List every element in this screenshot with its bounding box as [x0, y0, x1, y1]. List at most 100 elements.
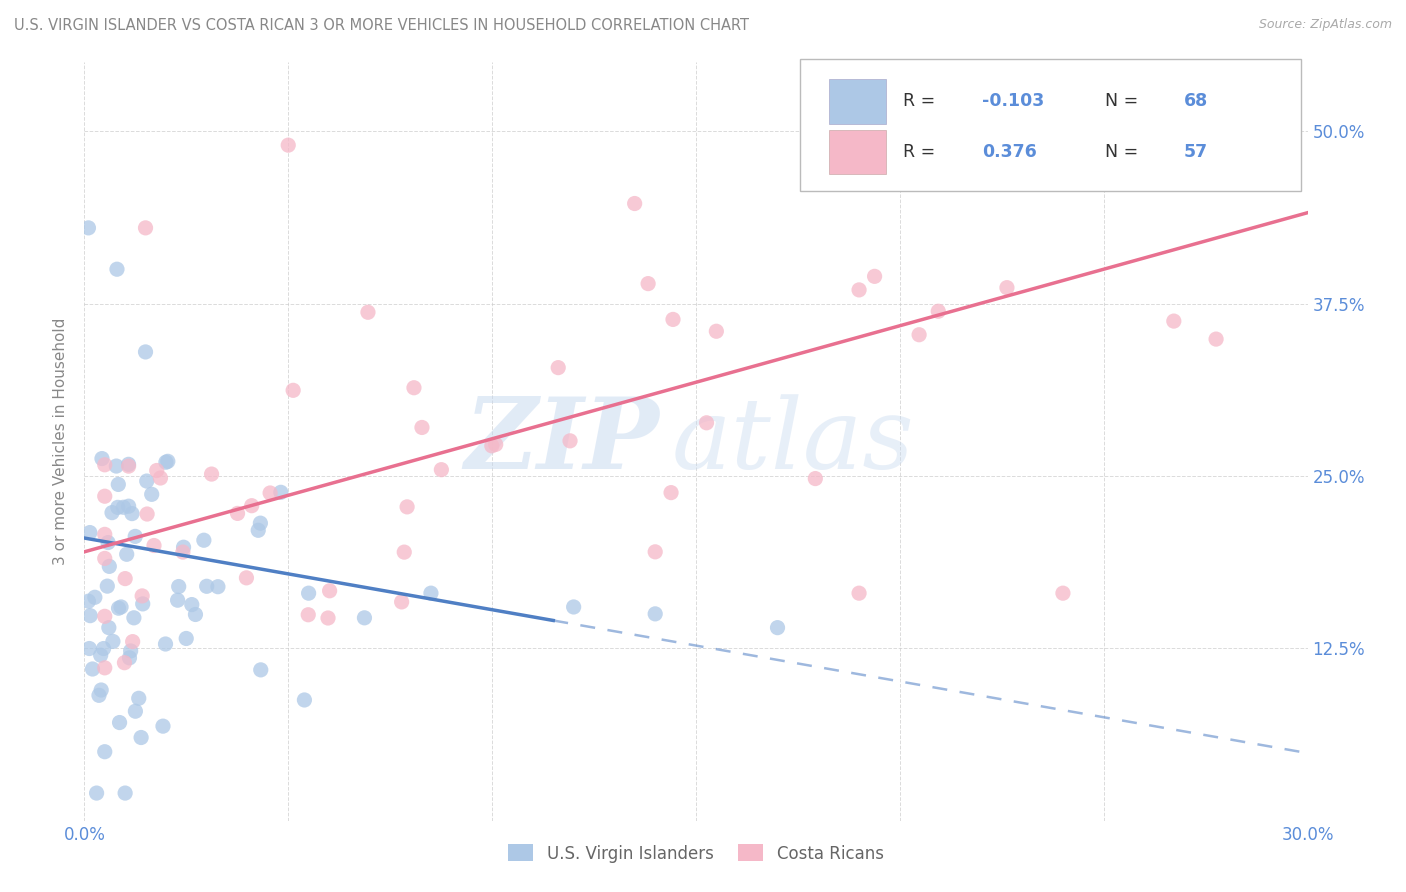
Point: [180, 598, 202, 612]
Point: [86, 786, 108, 800]
Point: [659, 485, 682, 500]
Text: U.S. VIRGIN ISLANDER VS COSTA RICAN 3 OR MORE VEHICLES IN HOUSEHOLD CORRELATION : U.S. VIRGIN ISLANDER VS COSTA RICAN 3 OR…: [14, 18, 749, 33]
Point: [156, 454, 179, 468]
Point: [82, 662, 104, 676]
Point: [766, 621, 789, 635]
Point: [353, 611, 375, 625]
Text: R =: R =: [903, 93, 941, 111]
Point: [644, 607, 666, 621]
Point: [283, 384, 305, 398]
Point: [1052, 586, 1074, 600]
Point: [79, 608, 101, 623]
Point: [114, 786, 136, 800]
Point: [96, 579, 118, 593]
Point: [166, 593, 188, 607]
Text: R =: R =: [903, 143, 941, 161]
Point: [195, 579, 218, 593]
Point: [804, 472, 827, 486]
Text: 0.376: 0.376: [983, 143, 1038, 161]
Point: [93, 661, 115, 675]
Point: [235, 571, 257, 585]
Point: [247, 523, 270, 537]
Point: [77, 220, 100, 235]
Point: [128, 691, 150, 706]
Point: [481, 439, 503, 453]
Point: [122, 611, 145, 625]
Point: [394, 545, 416, 559]
Point: [995, 280, 1018, 294]
FancyBboxPatch shape: [800, 59, 1302, 191]
Text: ZIP: ZIP: [464, 393, 659, 490]
Point: [105, 458, 128, 473]
Point: [107, 601, 129, 615]
Point: [79, 525, 101, 540]
Point: [174, 632, 197, 646]
Point: [90, 683, 112, 698]
Point: [908, 327, 931, 342]
Point: [226, 507, 249, 521]
Point: [270, 485, 292, 500]
Point: [117, 499, 139, 513]
Y-axis label: 3 or more Vehicles in Household: 3 or more Vehicles in Household: [53, 318, 69, 566]
Point: [249, 516, 271, 531]
Point: [87, 689, 110, 703]
Point: [696, 416, 718, 430]
Point: [143, 539, 166, 553]
Point: [93, 745, 115, 759]
Point: [1042, 97, 1064, 112]
Text: atlas: atlas: [672, 394, 914, 489]
Point: [173, 540, 195, 554]
Point: [93, 551, 115, 566]
Point: [848, 586, 870, 600]
Point: [121, 507, 143, 521]
Point: [135, 220, 157, 235]
Point: [145, 463, 167, 477]
Point: [357, 305, 380, 319]
Point: [112, 500, 135, 515]
Point: [927, 304, 949, 318]
Point: [249, 663, 271, 677]
Point: [97, 621, 120, 635]
Legend: U.S. Virgin Islanders, Costa Ricans: U.S. Virgin Islanders, Costa Ricans: [502, 838, 890, 869]
Point: [485, 437, 508, 451]
Point: [547, 360, 569, 375]
Point: [107, 500, 129, 515]
Point: [391, 595, 413, 609]
Point: [141, 487, 163, 501]
Point: [193, 533, 215, 548]
Point: [124, 529, 146, 543]
Point: [848, 283, 870, 297]
Point: [277, 138, 299, 153]
Text: -0.103: -0.103: [983, 93, 1045, 111]
Point: [83, 591, 105, 605]
Point: [79, 641, 101, 656]
Text: 68: 68: [1184, 93, 1208, 111]
Point: [105, 262, 128, 277]
Point: [93, 609, 115, 624]
Point: [420, 586, 443, 600]
Point: [121, 634, 143, 648]
Point: [863, 269, 886, 284]
Point: [644, 545, 666, 559]
Point: [124, 704, 146, 718]
Point: [411, 420, 433, 434]
Text: N =: N =: [1105, 143, 1143, 161]
Text: Source: ZipAtlas.com: Source: ZipAtlas.com: [1258, 18, 1392, 31]
Point: [98, 559, 121, 574]
Point: [129, 731, 152, 745]
Point: [149, 471, 172, 485]
Text: N =: N =: [1105, 93, 1143, 111]
Point: [294, 693, 316, 707]
Point: [316, 611, 339, 625]
Point: [135, 474, 157, 488]
Point: [167, 580, 190, 594]
FancyBboxPatch shape: [830, 79, 886, 124]
Point: [118, 651, 141, 665]
Point: [93, 458, 115, 472]
Point: [1163, 314, 1185, 328]
Point: [97, 535, 120, 549]
Point: [1205, 332, 1227, 346]
Point: [297, 607, 319, 622]
Point: [562, 599, 585, 614]
Point: [114, 656, 136, 670]
